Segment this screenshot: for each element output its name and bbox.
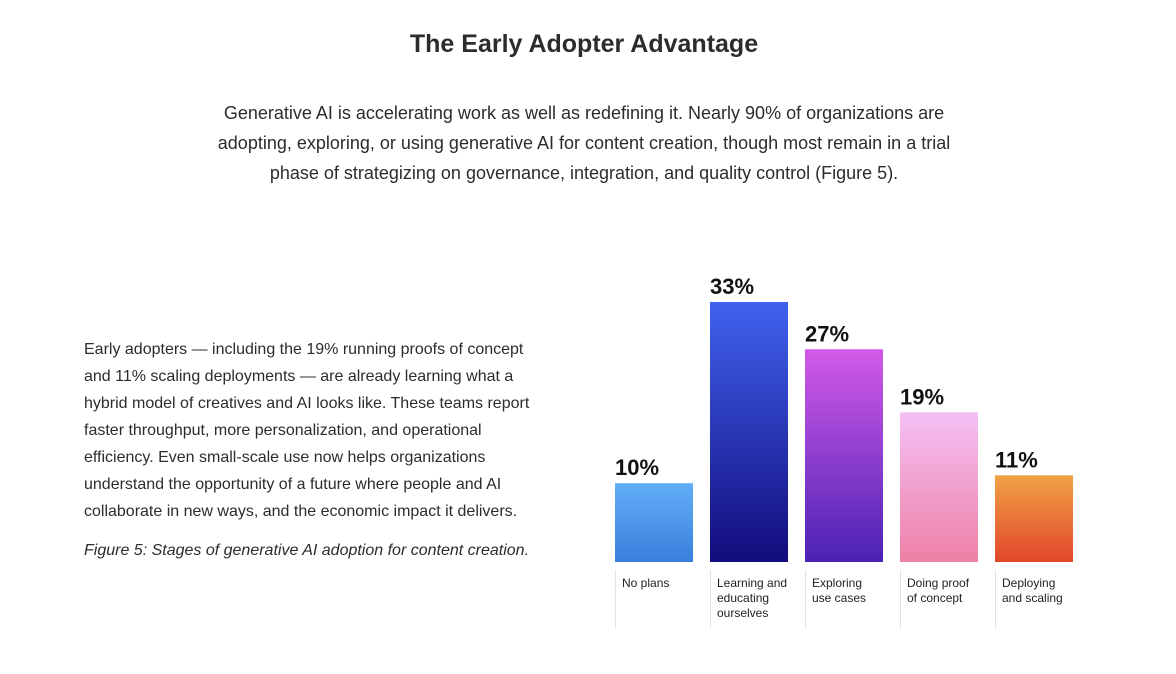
category-label-line: use cases [812,591,867,605]
body-paragraph: Early adopters — including the 19% runni… [84,341,530,520]
category-label-line: Learning and [717,576,788,590]
bar-value-label: 10% [615,455,659,480]
bar-0 [615,483,693,562]
category-label: Learning and educating ourselves [710,576,798,621]
adoption-bar-chart: 10% 33% 27% 19% 11% No plans Learning and educ… [600,260,1090,640]
category-label: Deploying and scaling [995,576,1083,606]
category-label-line: Doing proof [907,576,970,590]
bar-2 [805,349,883,562]
category-label-line: Exploring [812,576,863,590]
category-label-line: and scaling [1002,591,1063,605]
category-label: Exploring use cases [805,576,893,606]
page-title: The Early Adopter Advantage [409,30,759,58]
bar-1 [710,302,788,562]
bar-value-label: 11% [995,447,1038,472]
chart-canvas: 10% 33% 27% 19% 11% [615,274,1073,628]
bar-4 [995,475,1073,562]
category-label-line: ourselves [717,606,769,620]
bar-3 [900,412,978,562]
category-label-line: Deploying [1002,576,1056,590]
category-label-line: educating [717,591,770,605]
bar-value-label: 33% [710,274,754,299]
intro-paragraph: Generative AI is accelerating work as we… [217,103,951,183]
figure-caption: Figure 5: Stages of generative AI adopti… [84,542,530,559]
category-label: No plans [615,576,703,591]
bar-value-label: 27% [805,321,849,346]
category-label-line: No plans [622,576,670,590]
category-label: Doing proof of concept [900,576,988,606]
bar-value-label: 19% [900,384,944,409]
category-label-line: of concept [907,591,963,605]
